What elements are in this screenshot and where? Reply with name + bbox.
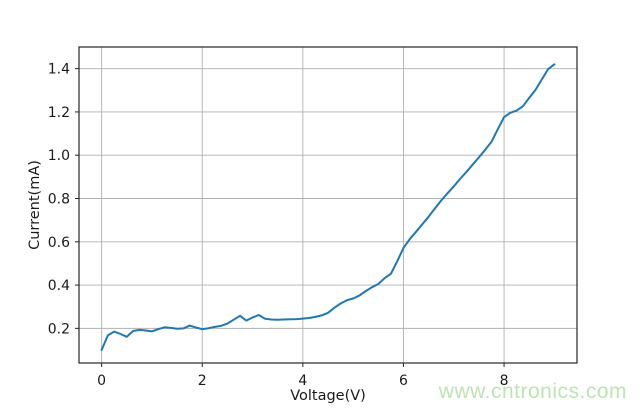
x-tick-label: 8 bbox=[500, 373, 509, 389]
watermark-text: www.cntronics.com bbox=[438, 380, 627, 403]
y-tick-label: 0.2 bbox=[48, 321, 70, 337]
y-tick-label: 1.2 bbox=[48, 105, 70, 121]
plot-border bbox=[78, 46, 578, 364]
x-axis-label: Voltage(V) bbox=[290, 388, 366, 404]
x-tick-label: 0 bbox=[97, 373, 106, 389]
y-tick-label: 1.0 bbox=[48, 148, 70, 164]
x-tick-label: 2 bbox=[198, 373, 207, 389]
series-line bbox=[100, 63, 556, 351]
x-tick-label: 6 bbox=[399, 373, 408, 389]
y-tick-label: 0.8 bbox=[48, 192, 70, 208]
y-tick-label: 1.4 bbox=[48, 62, 70, 78]
y-axis-label: Current(mA) bbox=[27, 160, 43, 250]
y-tick-label: 0.6 bbox=[48, 235, 70, 251]
y-tick-label: 0.4 bbox=[48, 278, 70, 294]
x-tick-label: 4 bbox=[298, 373, 307, 389]
